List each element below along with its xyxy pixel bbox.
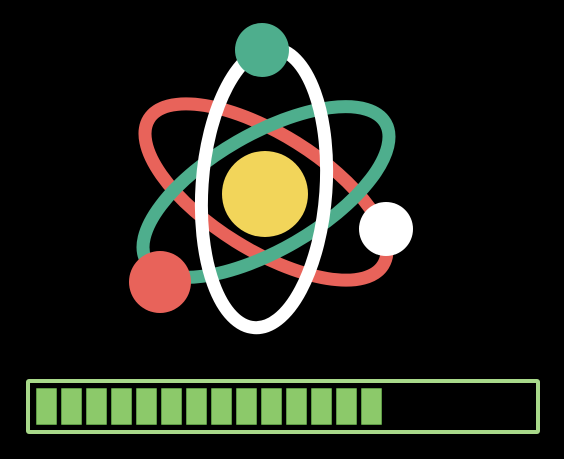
progress-segment [186,388,207,425]
progress-segment [211,388,232,425]
progress-segment [111,388,132,425]
progress-segments [36,388,530,425]
electron-white [359,202,413,256]
progress-bar [26,379,540,434]
progress-segment [311,388,332,425]
electron-red [129,251,191,313]
progress-segment [361,388,382,425]
electron-green [235,23,289,77]
progress-segment [261,388,282,425]
progress-segment [36,388,57,425]
nucleus [222,151,308,237]
atom-icon [0,0,564,360]
progress-segment [61,388,82,425]
progress-segment [86,388,107,425]
progress-segment [286,388,307,425]
progress-segment [136,388,157,425]
progress-segment [236,388,257,425]
progress-segment [161,388,182,425]
progress-segment [336,388,357,425]
